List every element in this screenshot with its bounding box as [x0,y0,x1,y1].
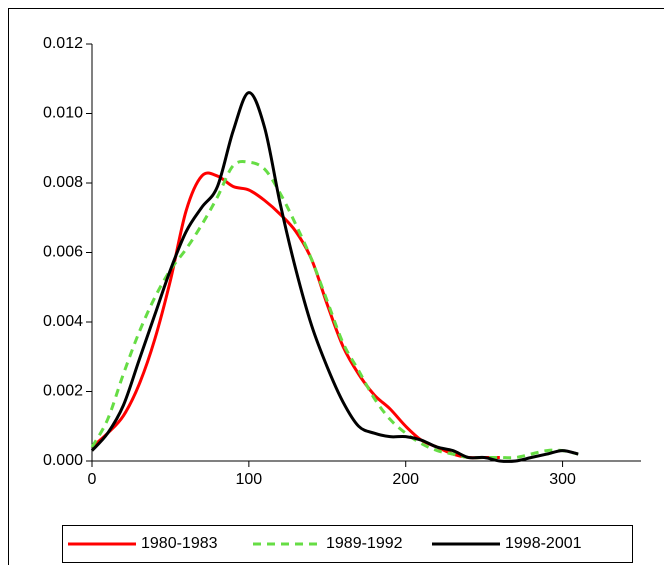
y-tick-label: 0.010 [43,105,83,122]
legend-label: 1998-2001 [505,535,582,552]
x-tick-label: 0 [88,471,97,488]
plot-area [92,93,578,462]
y-tick-label: 0.004 [43,313,83,330]
y-tick-label: 0.006 [43,244,83,261]
y-tick-label: 0.000 [43,452,83,469]
y-tick-label: 0.012 [43,35,83,52]
y-tick-label: 0.002 [43,383,83,400]
legend-label: 1989-1992 [326,535,403,552]
legend-label: 1980-1983 [141,535,218,552]
series-line [92,161,578,457]
x-tick-label: 200 [392,471,419,488]
x-tick-label: 100 [236,471,263,488]
y-tick-label: 0.008 [43,174,83,191]
x-tick-label: 300 [549,471,576,488]
